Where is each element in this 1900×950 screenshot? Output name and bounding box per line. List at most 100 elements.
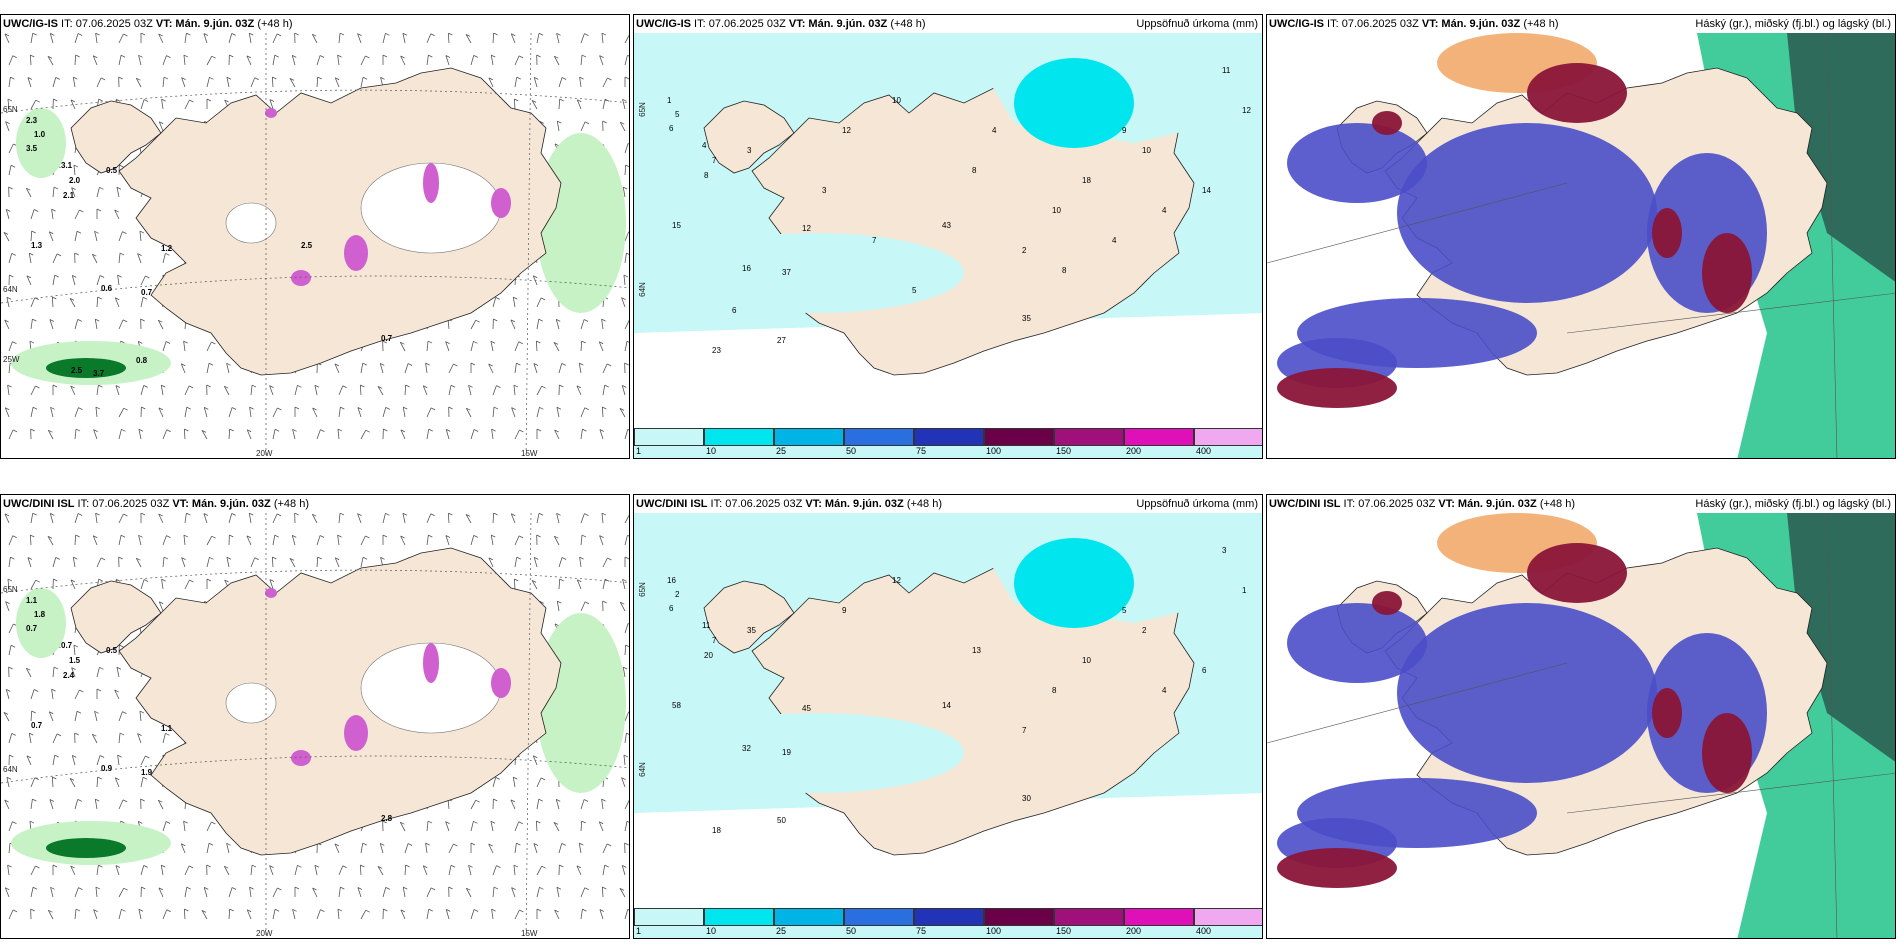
colorbar-tick-label: 1 (636, 926, 642, 936)
lead-time: (+48 h) (903, 498, 942, 510)
precip-value-label: 15 (672, 221, 681, 230)
gust-value-label: 2.8 (381, 814, 393, 823)
precip-magenta-patch (344, 235, 368, 271)
gust-value-label: 2.5 (301, 241, 313, 250)
low-cloud-area (1702, 233, 1752, 313)
gust-value-label: 3.1 (61, 161, 73, 170)
precip-value-label: 6 (669, 124, 674, 133)
westfjords-land (703, 580, 795, 654)
precip-value-label: 4 (702, 141, 707, 150)
gust-value-label: 1.1 (161, 724, 173, 733)
iceland-land (118, 67, 562, 376)
westfjords-land (703, 100, 795, 174)
precip-panel-top: UWC/IG-IS IT: 07.06.2025 03Z VT: Mán. 9.… (633, 14, 1263, 459)
precip-value-label: 7 (712, 636, 717, 645)
axis-label: 20W (256, 929, 273, 938)
colorbar-tick-label: 200 (1126, 926, 1142, 936)
lead-time: (+48 h) (1520, 18, 1559, 30)
colorbar-cell (704, 908, 774, 926)
precip-heavy-ne (1014, 58, 1134, 148)
colorbar-cell (914, 908, 984, 926)
init-time: IT: 07.06.2025 03Z (691, 18, 789, 30)
cloud-panel-bottom: UWC/DINI ISL IT: 07.06.2025 03Z VT: Mán.… (1266, 494, 1896, 939)
wind-map: 2.3 1.0 3.5 3.1 2.0 2.1 0.5 1.3 1.2 0.6 0.7 0.7 0.8 2… (1, 33, 629, 458)
precip-value-label: 3 (747, 146, 752, 155)
precip-value-label: 18 (1082, 176, 1091, 185)
low-cloud-area (1652, 688, 1682, 738)
map-boundaries (1267, 33, 1895, 458)
precip-panel-bottom: UWC/DINI ISL IT: 07.06.2025 03Z VT: Mán.… (633, 494, 1263, 939)
iceland-land (118, 547, 562, 856)
colorbar-cell (844, 428, 914, 446)
gust-area-west (16, 108, 66, 178)
precip-value-label: 5 (675, 110, 680, 119)
gust-value-label: 0.7 (31, 721, 43, 730)
valid-time: VT: Mán. 9.jún. 03Z (805, 498, 904, 510)
precip-value-label: 7 (872, 236, 877, 245)
precip-sw (664, 233, 964, 313)
colorbar-tick-label: 50 (846, 446, 857, 456)
colorbar-cell (1054, 428, 1124, 446)
precip-value-label: 14 (1202, 186, 1211, 195)
low-cloud-area (1527, 63, 1627, 123)
precip-value-label: 7 (712, 156, 717, 165)
gust-value-label: 0.9 (101, 764, 113, 773)
model-label: UWC/DINI ISL (1269, 498, 1341, 510)
precip-value-label: 2 (1142, 626, 1147, 635)
gust-value-label: 1.9 (141, 768, 153, 777)
precip-value-label: 4 (1162, 686, 1167, 695)
colorbar-cell (704, 428, 774, 446)
no-precip-area (634, 313, 1262, 428)
precip-heavy-ne (1014, 538, 1134, 628)
precip-value-label: 5 (912, 286, 917, 295)
precip-magenta-patch (491, 668, 511, 698)
precip-value-label: 6 (1202, 666, 1207, 675)
axis-label: 64N (637, 282, 647, 297)
gust-area-west (16, 588, 66, 658)
precip-value-label: 11 (702, 621, 711, 630)
colorbar-cell (774, 428, 844, 446)
lead-time: (+48 h) (254, 18, 293, 30)
precip-value-label: 6 (732, 306, 737, 315)
mid-cloud-area (1287, 123, 1427, 203)
gust-value-label: 0.8 (136, 356, 148, 365)
init-time: IT: 07.06.2025 03Z (707, 498, 806, 510)
low-cloud-area (1702, 713, 1752, 793)
precip-value-label: 12 (1242, 106, 1251, 115)
colorbar-cell (1054, 908, 1124, 926)
init-time: IT: 07.06.2025 03Z (1324, 18, 1422, 30)
precip-value-label: 12 (842, 126, 851, 135)
axis-label: 64N (3, 285, 18, 294)
precip-value-label: 37 (782, 268, 791, 277)
gust-value-label: 0.6 (101, 284, 113, 293)
lead-time: (+48 h) (270, 498, 309, 510)
precip-value-label: 1 (667, 96, 672, 105)
axis-label: 65N (637, 102, 647, 117)
map-boundaries (1267, 513, 1895, 938)
colorbar-tick-label: 10 (706, 446, 717, 456)
colorbar-cell (634, 908, 704, 926)
colorbar-tick-label: 50 (846, 926, 857, 936)
axis-label: 65N (3, 585, 18, 594)
precip-magenta-patch (265, 108, 277, 118)
gust-value-label: 0.7 (381, 334, 393, 343)
gust-value-label: 2.1 (63, 191, 75, 200)
colorbar-tick-label: 200 (1126, 446, 1142, 456)
axis-label: 15W (521, 449, 538, 458)
gust-value-label: 2.5 (71, 366, 83, 375)
precip-value-label: 32 (742, 744, 751, 753)
mid-cloud-area (1397, 123, 1657, 303)
field-title: Uppsöfnuð úrkoma (mm) (1136, 498, 1258, 510)
gust-value-label: 0.7 (141, 288, 153, 297)
precip-value-label: 10 (1142, 146, 1151, 155)
gust-value-label: 0.7 (26, 624, 38, 633)
precip-value-label: 10 (892, 96, 901, 105)
panel-title: UWC/DINI ISL IT: 07.06.2025 03Z VT: Mán.… (1269, 498, 1575, 510)
precip-colorbar: 1 10 25 50 75 100 150 200 400 (634, 908, 1262, 938)
precip-value-label: 8 (972, 166, 977, 175)
precip-value-label: 13 (972, 646, 981, 655)
lead-time: (+48 h) (1536, 498, 1575, 510)
colorbar-tick-label: 10 (706, 926, 717, 936)
model-label: UWC/DINI ISL (636, 498, 708, 510)
